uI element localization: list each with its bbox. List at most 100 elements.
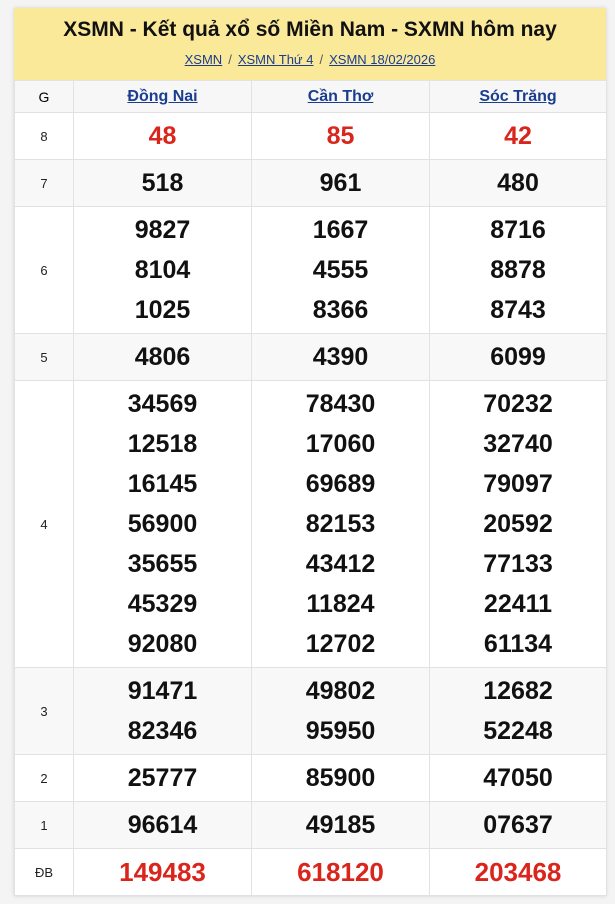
result-cell: 12682 52248 [429, 667, 607, 755]
result-cell: 4806 [73, 333, 252, 381]
result-cell: 85900 [251, 754, 430, 802]
result-number: 4390 [312, 343, 369, 371]
result-number: 149483 [119, 857, 206, 887]
result-cell: 961 [251, 159, 430, 207]
result-number: 45329 [127, 590, 198, 618]
result-number: 518 [141, 169, 184, 197]
result-number: 85 [326, 122, 355, 150]
result-number: 22411 [483, 590, 553, 618]
result-number: 91471 [127, 677, 198, 705]
province-link-soc-trang[interactable]: Sóc Trăng [479, 87, 557, 105]
result-number: 480 [497, 169, 539, 197]
prize-label: 2 [14, 754, 74, 802]
result-number: 48 [148, 122, 177, 150]
result-number: 6099 [490, 343, 546, 371]
prize-label: 8 [14, 112, 74, 160]
breadcrumb-xsmn-date[interactable]: XSMN 18/02/2026 [329, 52, 436, 67]
result-number: 8743 [490, 296, 546, 324]
result-number: 17060 [305, 430, 376, 458]
result-number: 32740 [483, 430, 553, 458]
result-number: 69689 [305, 470, 376, 498]
result-number: 12702 [305, 630, 376, 658]
result-cell: 618120 [251, 848, 430, 896]
result-number: 961 [319, 169, 362, 197]
result-number: 8878 [490, 256, 546, 284]
prize-label: 4 [14, 380, 74, 668]
result-cell: 85 [251, 112, 430, 160]
result-number: 8366 [312, 296, 369, 324]
result-number: 82346 [127, 717, 198, 745]
result-number: 47050 [483, 764, 553, 792]
province-link-dong-nai[interactable]: Đồng Nai [127, 87, 198, 105]
result-number: 77133 [483, 550, 553, 578]
result-cell: 42 [429, 112, 607, 160]
breadcrumb-xsmn-thu-4[interactable]: XSMN Thứ 4 [237, 52, 314, 67]
result-number: 25777 [127, 764, 198, 792]
results-header: XSMN - Kết quả xổ số Miền Nam - SXMN hôm… [14, 8, 606, 80]
result-cell: 34569 12518 16145 56900 35655 45329 92080 [73, 380, 252, 668]
result-cell: 149483 [73, 848, 252, 896]
result-number: 9827 [134, 216, 191, 244]
prize-label: 1 [14, 801, 74, 849]
prize-column-header: G [14, 80, 74, 113]
prize-row: 7 518 961 480 [14, 159, 607, 207]
result-number: 85900 [305, 764, 376, 792]
result-cell: 25777 [73, 754, 252, 802]
result-cell: 47050 [429, 754, 607, 802]
result-cell: 78430 17060 69689 82153 43412 11824 12702 [251, 380, 430, 668]
result-cell: 203468 [429, 848, 607, 896]
result-cell: 1667 4555 8366 [251, 206, 430, 334]
prize-label: 7 [14, 159, 74, 207]
result-number: 12518 [127, 430, 198, 458]
prize-row: 2 25777 85900 47050 [14, 754, 607, 802]
result-cell: 8716 8878 8743 [429, 206, 607, 334]
result-cell: 07637 [429, 801, 607, 849]
prize-label: ĐB [14, 848, 74, 896]
prize-row: 4 34569 12518 16145 56900 35655 45329 92080 7843… [14, 380, 607, 668]
result-number: 49802 [305, 677, 376, 705]
result-number: 43412 [305, 550, 376, 578]
result-number: 8104 [134, 256, 191, 284]
result-number: 203468 [474, 857, 562, 887]
result-cell: 9827 8104 1025 [73, 206, 252, 334]
result-cell: 70232 32740 79097 20592 77133 22411 61134 [429, 380, 607, 668]
result-number: 16145 [127, 470, 198, 498]
prize-row: 5 4806 4390 6099 [14, 333, 607, 381]
result-number: 95950 [305, 717, 376, 745]
result-number: 34569 [127, 390, 198, 418]
breadcrumb-xsmn[interactable]: XSMN [184, 52, 223, 67]
result-number: 70232 [483, 390, 553, 418]
result-number: 52248 [483, 717, 553, 745]
province-header: Sóc Trăng [429, 80, 607, 113]
result-cell: 4390 [251, 333, 430, 381]
result-number: 61134 [483, 630, 553, 658]
result-number: 79097 [483, 470, 553, 498]
result-number: 4806 [134, 343, 191, 371]
result-cell: 6099 [429, 333, 607, 381]
province-header: Đồng Nai [73, 80, 252, 113]
result-cell: 518 [73, 159, 252, 207]
prize-row: 6 9827 8104 1025 1667 4555 8366 8716 8878 8743 [14, 206, 607, 334]
table-header-row: G Đồng Nai Cần Thơ Sóc Trăng [14, 80, 607, 113]
prize-row: 8 48 85 42 [14, 112, 607, 160]
result-number: 56900 [127, 510, 198, 538]
result-number: 78430 [305, 390, 376, 418]
result-cell: 49185 [251, 801, 430, 849]
result-number: 35655 [127, 550, 198, 578]
result-cell: 91471 82346 [73, 667, 252, 755]
results-card: XSMN - Kết quả xổ số Miền Nam - SXMN hôm… [14, 8, 607, 896]
result-number: 1025 [134, 296, 191, 324]
result-number: 07637 [483, 811, 553, 839]
result-number: 92080 [127, 630, 198, 658]
result-number: 20592 [483, 510, 553, 538]
province-header: Cần Thơ [251, 80, 430, 113]
result-cell: 96614 [73, 801, 252, 849]
prize-label: 3 [14, 667, 74, 755]
prize-label: 6 [14, 206, 74, 334]
province-link-can-tho[interactable]: Cần Thơ [307, 87, 374, 105]
result-number: 82153 [305, 510, 376, 538]
result-number: 618120 [297, 857, 384, 887]
prize-row: ĐB 149483 618120 203468 [14, 848, 607, 896]
results-table: G Đồng Nai Cần Thơ Sóc Trăng 8 48 85 42 7 518… [14, 80, 607, 896]
prize-label: 5 [14, 333, 74, 381]
